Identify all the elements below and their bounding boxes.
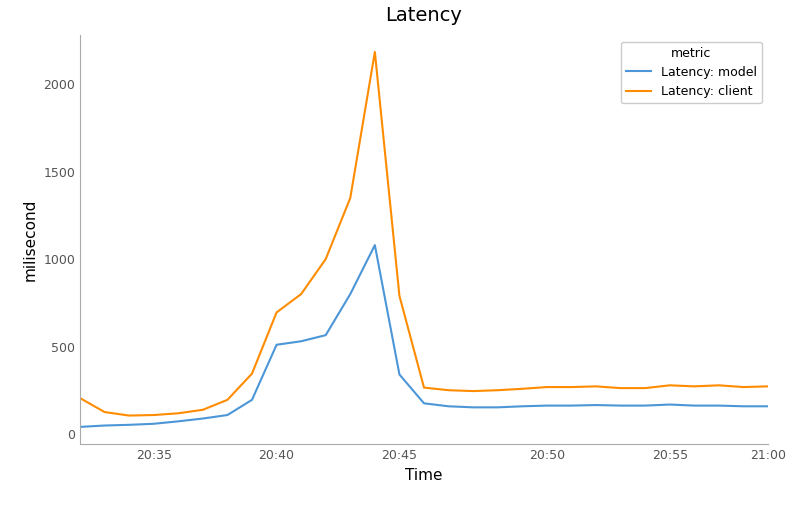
Latency: client: (12, 2.18e+03): client: (12, 2.18e+03) <box>370 49 380 55</box>
Latency: model: (1, 48): model: (1, 48) <box>100 423 110 429</box>
Latency: model: (0, 40): model: (0, 40) <box>75 424 85 430</box>
Latency: model: (22, 162): model: (22, 162) <box>616 402 626 409</box>
Latency: client: (23, 262): client: (23, 262) <box>640 385 650 391</box>
Latency: model: (27, 158): model: (27, 158) <box>738 403 748 410</box>
Latency: client: (1, 125): client: (1, 125) <box>100 409 110 415</box>
Latency: client: (15, 250): client: (15, 250) <box>444 387 454 393</box>
Latency: model: (6, 108): model: (6, 108) <box>222 412 232 418</box>
Latency: client: (5, 138): client: (5, 138) <box>198 407 208 413</box>
Latency: client: (18, 258): client: (18, 258) <box>518 386 527 392</box>
X-axis label: Time: Time <box>406 468 442 483</box>
Latency: model: (26, 162): model: (26, 162) <box>714 402 724 409</box>
Latency: model: (13, 340): model: (13, 340) <box>394 372 404 378</box>
Latency: client: (22, 262): client: (22, 262) <box>616 385 626 391</box>
Latency: model: (15, 158): model: (15, 158) <box>444 403 454 410</box>
Latency: model: (12, 1.08e+03): model: (12, 1.08e+03) <box>370 242 380 248</box>
Latency: model: (28, 158): model: (28, 158) <box>763 403 773 410</box>
Latency: client: (0, 205): client: (0, 205) <box>75 395 85 401</box>
Latency: model: (25, 162): model: (25, 162) <box>690 402 699 409</box>
Latency: model: (3, 58): model: (3, 58) <box>149 421 158 427</box>
Latency: client: (17, 250): client: (17, 250) <box>493 387 502 393</box>
Latency: client: (27, 268): client: (27, 268) <box>738 384 748 390</box>
Latency: model: (14, 175): model: (14, 175) <box>419 400 429 407</box>
Latency: client: (11, 1.35e+03): client: (11, 1.35e+03) <box>346 195 355 201</box>
Latency: client: (26, 278): client: (26, 278) <box>714 382 724 388</box>
Latency: client: (19, 268): client: (19, 268) <box>542 384 552 390</box>
Latency: model: (10, 565): model: (10, 565) <box>321 332 330 338</box>
Latency: client: (21, 272): client: (21, 272) <box>591 383 601 389</box>
Latency: model: (2, 52): model: (2, 52) <box>124 422 134 428</box>
Latency: client: (25, 272): client: (25, 272) <box>690 383 699 389</box>
Latency: model: (24, 168): model: (24, 168) <box>665 401 674 408</box>
Latency: client: (8, 695): client: (8, 695) <box>272 310 282 316</box>
Latency: client: (4, 118): client: (4, 118) <box>174 410 183 416</box>
Line: Latency: model: Latency: model <box>80 245 768 427</box>
Latency: model: (9, 530): model: (9, 530) <box>296 338 306 344</box>
Latency: client: (2, 105): client: (2, 105) <box>124 413 134 419</box>
Latency: model: (21, 165): model: (21, 165) <box>591 402 601 408</box>
Latency: client: (28, 272): client: (28, 272) <box>763 383 773 389</box>
Latency: client: (7, 345): client: (7, 345) <box>247 371 257 377</box>
Latency: client: (10, 1e+03): client: (10, 1e+03) <box>321 256 330 262</box>
Latency: model: (16, 152): model: (16, 152) <box>468 405 478 411</box>
Latency: model: (17, 152): model: (17, 152) <box>493 405 502 411</box>
Latency: client: (3, 108): client: (3, 108) <box>149 412 158 418</box>
Latency: model: (7, 195): model: (7, 195) <box>247 397 257 403</box>
Latency: client: (14, 265): client: (14, 265) <box>419 385 429 391</box>
Latency: model: (8, 510): model: (8, 510) <box>272 342 282 348</box>
Legend: Latency: model, Latency: client: Latency: model, Latency: client <box>621 41 762 103</box>
Latency: model: (19, 162): model: (19, 162) <box>542 402 552 409</box>
Latency: model: (20, 162): model: (20, 162) <box>566 402 576 409</box>
Latency: model: (18, 158): model: (18, 158) <box>518 403 527 410</box>
Latency: model: (23, 162): model: (23, 162) <box>640 402 650 409</box>
Latency: model: (11, 800): model: (11, 800) <box>346 291 355 297</box>
Latency: client: (6, 195): client: (6, 195) <box>222 397 232 403</box>
Latency: model: (5, 88): model: (5, 88) <box>198 416 208 422</box>
Latency: client: (20, 268): client: (20, 268) <box>566 384 576 390</box>
Latency: client: (13, 790): client: (13, 790) <box>394 293 404 299</box>
Line: Latency: client: Latency: client <box>80 52 768 416</box>
Latency: client: (24, 278): client: (24, 278) <box>665 382 674 388</box>
Title: Latency: Latency <box>386 7 462 25</box>
Latency: client: (9, 800): client: (9, 800) <box>296 291 306 297</box>
Latency: client: (16, 245): client: (16, 245) <box>468 388 478 394</box>
Y-axis label: milisecond: milisecond <box>22 198 38 281</box>
Latency: model: (4, 72): model: (4, 72) <box>174 418 183 424</box>
